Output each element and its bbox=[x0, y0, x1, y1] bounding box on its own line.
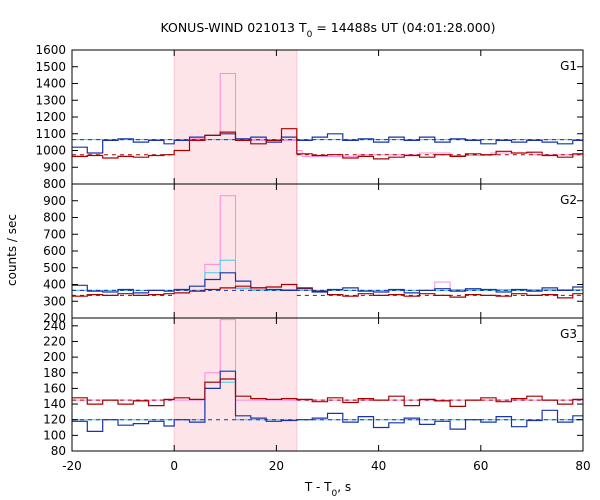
chart-title: KONUS-WIND 021013 T0 = 14488s UT (04:01:… bbox=[160, 20, 495, 40]
y-tick-label: 160 bbox=[43, 381, 66, 395]
series-dark-red-g3 bbox=[72, 378, 583, 407]
panel-g1: 800 900 1000 1100 1200 1300 1400 1500 1600 G1 bbox=[35, 43, 584, 191]
x-tick-label: 60 bbox=[473, 459, 488, 473]
y-tick-label: 1600 bbox=[35, 43, 66, 57]
y-tick-label: 180 bbox=[43, 366, 66, 380]
series-dark-red-g1 bbox=[72, 128, 583, 160]
series-group-g2 bbox=[72, 195, 583, 299]
y-tick-label: 1300 bbox=[35, 93, 66, 107]
y-tick-label: 400 bbox=[43, 278, 66, 292]
y-tick-label: 1000 bbox=[35, 144, 66, 158]
panel-frame bbox=[71, 183, 584, 319]
y-tick-label: 80 bbox=[51, 444, 66, 458]
x-tick-label: 40 bbox=[371, 459, 386, 473]
y-tick-label: 100 bbox=[43, 428, 66, 442]
y-tick-label: 220 bbox=[43, 334, 66, 348]
y-tick-label: 800 bbox=[43, 177, 66, 191]
x-axis-label: T - T0, s bbox=[304, 480, 351, 499]
y-tick-label: 900 bbox=[43, 160, 66, 174]
y-tick-label: 1400 bbox=[35, 77, 66, 91]
series-blue-g3 bbox=[72, 370, 583, 432]
series-group-g1 bbox=[72, 73, 583, 160]
panel-label: G3 bbox=[560, 327, 577, 341]
y-tick-label: 900 bbox=[43, 194, 66, 208]
series-pink-g3 bbox=[72, 319, 583, 401]
series-blue-g1 bbox=[72, 133, 583, 154]
series-cyan-g2 bbox=[72, 259, 583, 291]
y-tick-label: 300 bbox=[43, 294, 66, 308]
series-pink-g2 bbox=[72, 195, 583, 291]
panel-frame bbox=[71, 317, 584, 452]
panel-g2: 200 300 400 500 600 700 800 900 G2 bbox=[43, 183, 584, 325]
y-tick-label: 240 bbox=[43, 319, 66, 333]
series-dark-red-g2 bbox=[72, 283, 583, 299]
y-axis-label: counts / sec bbox=[5, 214, 19, 286]
y-tick-label: 700 bbox=[43, 227, 66, 241]
y-tick-label: 800 bbox=[43, 211, 66, 225]
y-tick-label: 1100 bbox=[35, 127, 66, 141]
x-tick-label: 0 bbox=[170, 459, 178, 473]
series-pink-g1 bbox=[296, 150, 583, 157]
y-tick-label: 1500 bbox=[35, 60, 66, 74]
y-tick-label: 140 bbox=[43, 397, 66, 411]
y-tick-label: 120 bbox=[43, 413, 66, 427]
panel-frame bbox=[71, 49, 584, 185]
y-tick-label: 200 bbox=[43, 311, 66, 325]
panel-label: G1 bbox=[560, 59, 577, 73]
plot-layer: 8009001000110012001300140015001600G12003… bbox=[35, 43, 590, 473]
y-tick-label: 200 bbox=[43, 350, 66, 364]
y-tick-label: 600 bbox=[43, 244, 66, 258]
panel-label: G2 bbox=[560, 193, 577, 207]
y-tick-label: 1200 bbox=[35, 110, 66, 124]
series-group-g3 bbox=[72, 319, 583, 432]
x-tick-label: 20 bbox=[269, 459, 284, 473]
x-tick-label: -20 bbox=[62, 459, 82, 473]
y-tick-label: 500 bbox=[43, 261, 66, 275]
x-tick-label: 80 bbox=[575, 459, 590, 473]
